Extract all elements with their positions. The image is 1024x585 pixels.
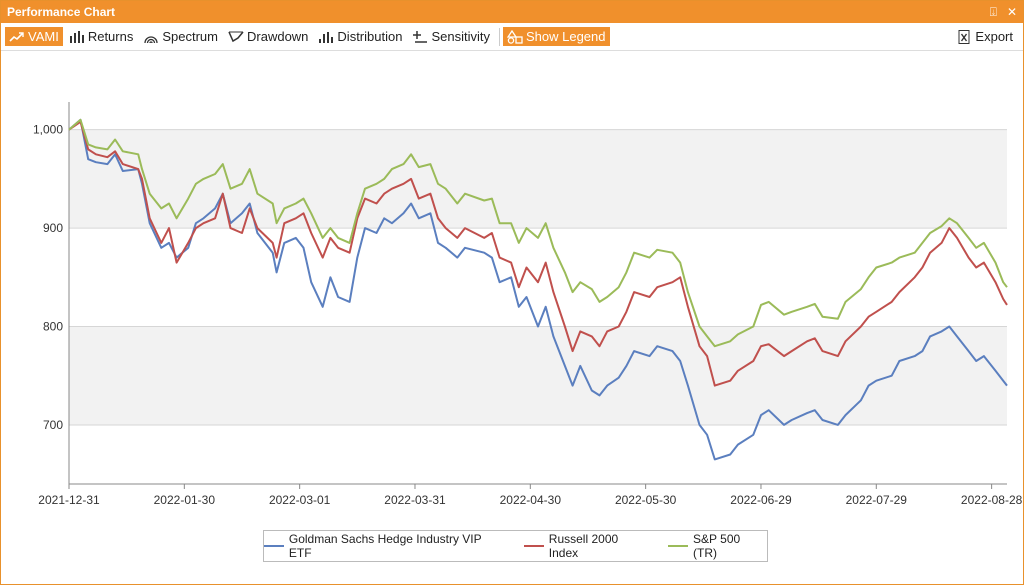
spectrum-button[interactable]: Spectrum: [139, 27, 222, 46]
y-tick-label: 900: [43, 221, 63, 235]
grid-band: [69, 129, 1007, 229]
excel-export-icon: [956, 29, 972, 44]
y-tick-label: 700: [43, 418, 63, 432]
x-tick-label: 2022-04-30: [500, 493, 562, 507]
legend-item-russell: Russell 2000 Index: [523, 532, 650, 560]
legend-label: Russell 2000 Index: [548, 532, 619, 560]
legend-label: S&P 500 (TR): [693, 532, 741, 560]
y-tick-label: 1,000: [33, 123, 63, 137]
x-tick-label: 2022-03-31: [384, 493, 446, 507]
toolbar-separator: [498, 27, 500, 46]
toolbar: VAMI Returns Spectrum Drawdown Distribut…: [1, 23, 1023, 51]
legend-item-gs-hedge: Goldman Sachs Hedge Industry VIP ETF: [264, 532, 506, 560]
x-tick-label: 2022-03-01: [269, 493, 331, 507]
drawdown-label: Drawdown: [247, 29, 309, 44]
returns-button[interactable]: Returns: [65, 27, 138, 46]
drawdown-button[interactable]: Drawdown: [224, 27, 312, 46]
distribution-icon: [318, 30, 334, 44]
grid-band: [69, 326, 1007, 425]
legend-shapes-icon: [506, 29, 523, 44]
pin-icon[interactable]: ⍗: [989, 4, 997, 19]
close-icon[interactable]: ✕: [1006, 4, 1017, 19]
x-tick-label: 2021-12-31: [38, 493, 100, 507]
spectrum-label: Spectrum: [162, 29, 218, 44]
x-tick-label: 2022-07-29: [846, 493, 908, 507]
sensitivity-icon: [412, 30, 428, 44]
window-title: Performance Chart: [7, 5, 116, 19]
vami-label: VAMI: [28, 29, 59, 44]
show-legend-button[interactable]: Show Legend: [502, 27, 610, 46]
legend-item-sp500: S&P 500 (TR): [668, 532, 767, 560]
distribution-label: Distribution: [337, 29, 403, 44]
x-tick-label: 2022-08-28: [961, 493, 1023, 507]
title-bar: Performance Chart ⍗ ✕: [1, 1, 1023, 23]
legend-swatch-green: [668, 545, 689, 547]
legend-label: Goldman Sachs Hedge Industry VIP ETF: [288, 532, 482, 560]
vami-chart: 700 800 900 1,000 2021-12-31 2022-01-30 2022-0…: [33, 102, 1023, 507]
sensitivity-label: Sensitivity: [431, 29, 490, 44]
series-line: [68, 118, 1008, 461]
show-legend-label: Show Legend: [525, 29, 606, 44]
x-tick-label: 2022-01-30: [154, 493, 216, 507]
chart-area: 700 800 900 1,000 2021-12-31 2022-01-30 2022-0…: [1, 52, 1023, 584]
series-line: [68, 118, 1008, 348]
vami-trend-icon: [9, 30, 25, 44]
vami-button[interactable]: VAMI: [5, 27, 63, 46]
export-button[interactable]: Export: [952, 27, 1017, 46]
legend-swatch-blue: [264, 545, 284, 547]
y-tick-label: 800: [43, 320, 63, 334]
x-tick-label: 2022-05-30: [615, 493, 677, 507]
series-line: [68, 120, 1008, 387]
returns-bars-icon: [69, 30, 85, 44]
distribution-button[interactable]: Distribution: [314, 27, 406, 46]
x-tick-label: 2022-06-29: [730, 493, 792, 507]
legend-swatch-red: [523, 545, 544, 547]
chart-legend: Goldman Sachs Hedge Industry VIP ETF Rus…: [263, 530, 768, 562]
drawdown-icon: [228, 30, 244, 44]
spectrum-icon: [143, 30, 159, 44]
returns-label: Returns: [87, 29, 134, 44]
sensitivity-button[interactable]: Sensitivity: [408, 27, 494, 46]
export-label: Export: [975, 29, 1013, 44]
